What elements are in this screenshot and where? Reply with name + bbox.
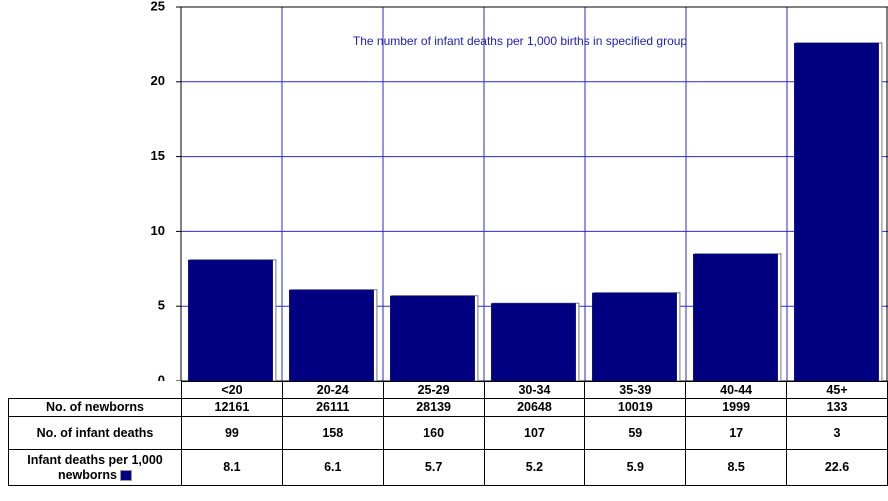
row-label: No. of newborns xyxy=(8,398,182,417)
table-value: 22.6 xyxy=(786,449,888,486)
table-row: No. of newborns 12161 26111 28139 20648 10019… xyxy=(8,398,888,417)
table-value: 20648 xyxy=(483,398,586,417)
table-value: 17 xyxy=(685,416,788,450)
category-label: 40-44 xyxy=(685,381,788,399)
table-value: 12161 xyxy=(181,398,283,417)
y-tick-label: 10 xyxy=(151,223,165,238)
bar xyxy=(794,42,879,381)
bar xyxy=(693,253,778,381)
table-value: 99 xyxy=(181,416,283,450)
table-row: No. of infant deaths 99 158 160 107 59 17 3 xyxy=(8,416,888,450)
bar xyxy=(289,289,374,381)
table-value: 28139 xyxy=(382,398,485,417)
y-tick-label: 25 xyxy=(151,0,165,13)
legend-swatch xyxy=(120,469,133,481)
bar xyxy=(188,259,273,381)
series-row: Infant deaths per 1,000 newborns 8.1 6.1 5.… xyxy=(8,449,888,486)
category-label: <20 xyxy=(181,381,283,399)
plot-border xyxy=(180,6,888,381)
y-tick-label: 5 xyxy=(158,298,165,313)
category-label: 35-39 xyxy=(584,381,687,399)
table-value: 160 xyxy=(382,416,485,450)
table-value: 158 xyxy=(281,416,384,450)
table-value: 133 xyxy=(786,398,888,417)
table-value: 6.1 xyxy=(281,449,384,486)
table-value: 5.2 xyxy=(483,449,586,486)
row-label-cell: Infant deaths per 1,000 newborns xyxy=(8,449,182,486)
annotation: The number of infant deaths per 1,000 bi… xyxy=(353,34,688,48)
table-value: 59 xyxy=(584,416,687,450)
category-label: 25-29 xyxy=(382,381,485,399)
chart: The number of infant deaths per 1,000 bi… xyxy=(151,0,888,381)
row-label: No. of infant deaths xyxy=(8,416,182,450)
bar xyxy=(390,295,475,381)
y-tick-label: 20 xyxy=(151,73,165,88)
category-label: 30-34 xyxy=(483,381,586,399)
category-label: 20-24 xyxy=(281,381,384,399)
table-value: 8.1 xyxy=(181,449,283,486)
y-tick-label: 0 xyxy=(158,372,165,381)
y-tick-label: 15 xyxy=(151,148,165,163)
bar xyxy=(491,303,576,381)
table-value: 5.9 xyxy=(584,449,687,486)
table-value: 26111 xyxy=(281,398,384,417)
table-value: 3 xyxy=(786,416,888,450)
table-value: 1999 xyxy=(685,398,788,417)
category-label: 45+ xyxy=(786,381,888,399)
bar xyxy=(592,292,677,381)
legend-label: Infant deaths per 1,000 newborns xyxy=(27,452,163,482)
blank-cell xyxy=(8,381,182,399)
header-row: <20 20-24 25-29 30-34 35-39 40-44 45+ xyxy=(8,381,888,399)
data-table: <20 20-24 25-29 30-34 35-39 40-44 45+ No. of ne… xyxy=(8,381,888,486)
table-value: 107 xyxy=(483,416,586,450)
table-value: 10019 xyxy=(584,398,687,417)
table-value: 5.7 xyxy=(382,449,485,486)
table-value: 8.5 xyxy=(685,449,788,486)
